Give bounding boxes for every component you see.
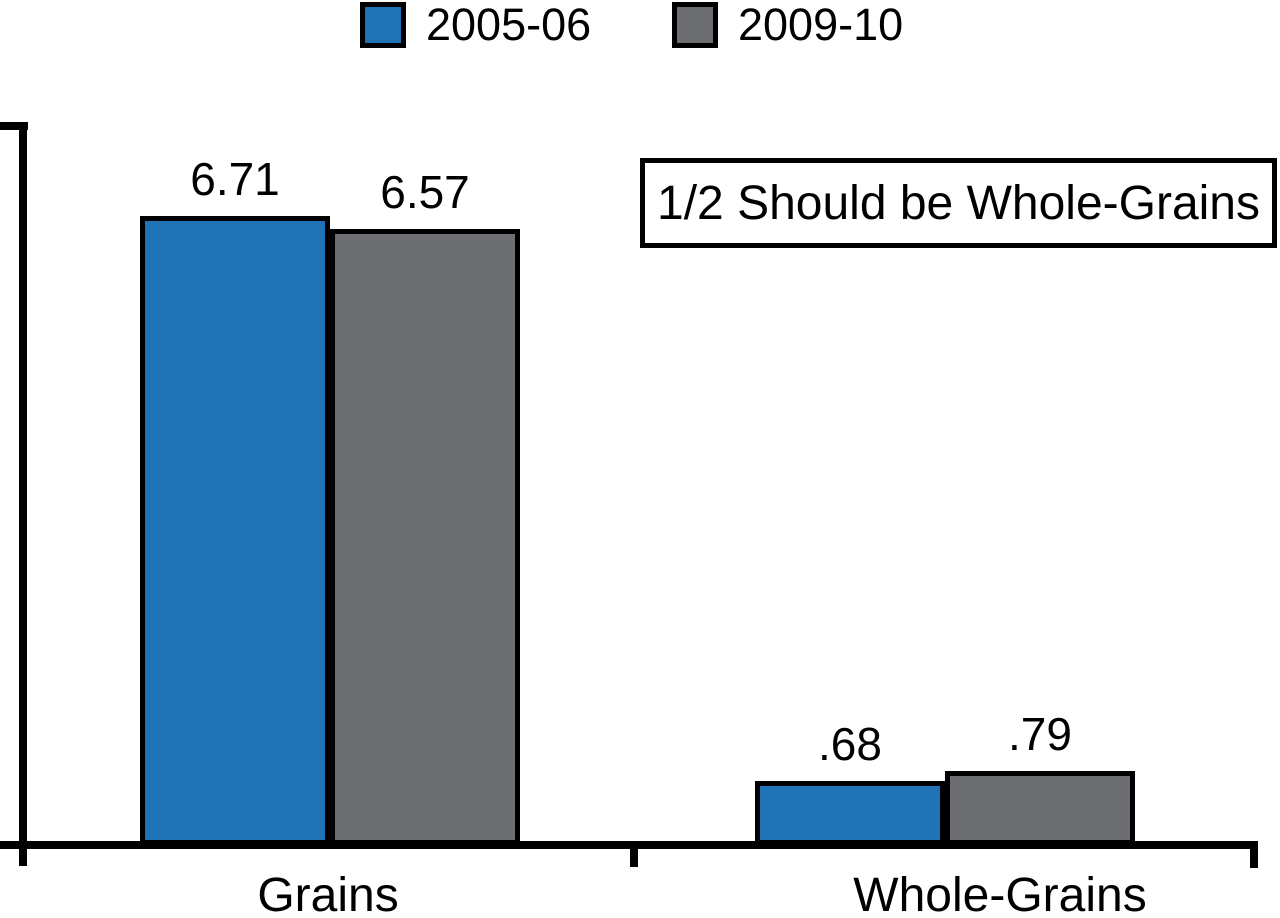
legend-label-2009-10: 2009-10 [738,0,904,50]
value-label-grains-2005-06: 6.71 [190,153,280,205]
bar-grains-2005-06 [140,216,330,845]
legend-swatch-2005-06 [360,2,406,48]
bar-whole-grains-2009-10 [945,771,1135,845]
annotation-text: 1/2 Should be Whole-Grains [657,176,1260,230]
legend-label-2005-06: 2005-06 [426,0,592,50]
y-axis-line [19,122,27,866]
annotation-box: 1/2 Should be Whole-Grains [640,158,1277,248]
value-label-grains-2009-10: 6.57 [380,166,470,218]
legend-item-2005-06: 2005-06 [360,2,591,48]
legend-swatch-2009-10 [672,2,718,48]
x-axis-label-whole-grains: Whole-Grains [853,869,1147,918]
value-label-whole-grains-2009-10: .79 [1008,708,1072,760]
value-label-whole-grains-2005-06: .68 [818,718,882,770]
x-axis-right-tick [1250,843,1258,868]
bar-whole-grains-2005-06 [755,781,945,845]
x-axis-line [0,841,1258,849]
legend-item-2009-10: 2009-10 [672,2,903,48]
x-axis-middle-tick [630,841,638,867]
bar-grains-2009-10 [330,229,520,845]
y-axis-top-tick [0,122,28,130]
x-axis-label-grains: Grains [257,869,399,918]
